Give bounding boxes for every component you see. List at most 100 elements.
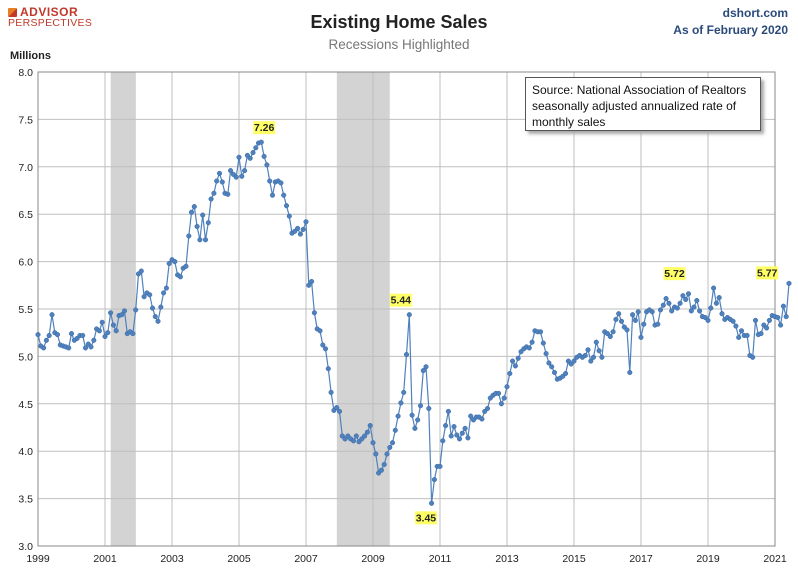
y-tick-label: 4.0 — [18, 446, 33, 458]
brand-line2: PERSPECTIVES — [8, 17, 93, 29]
data-point — [102, 333, 108, 340]
data-point — [744, 332, 750, 339]
data-point — [264, 162, 270, 168]
data-point — [437, 463, 443, 469]
data-point — [778, 322, 784, 328]
data-point — [88, 344, 94, 350]
data-point — [384, 451, 390, 457]
site-info: dshort.com As of February 2020 — [673, 5, 788, 39]
series-points — [35, 139, 792, 506]
data-point — [322, 346, 329, 352]
data-point — [367, 423, 373, 429]
data-point — [496, 390, 502, 396]
data-point — [177, 274, 183, 280]
data-point — [786, 280, 792, 286]
data-point — [593, 339, 599, 345]
data-point — [705, 317, 711, 323]
data-point — [211, 190, 217, 196]
data-point — [551, 369, 558, 376]
data-point — [733, 323, 739, 329]
source-note: Source: National Association of Realtors… — [525, 77, 761, 131]
y-axis-label: Millions — [10, 50, 51, 62]
brand-line1: ADVISOR — [8, 6, 92, 18]
data-point — [96, 328, 102, 334]
data-point — [158, 304, 164, 310]
data-label-bg — [756, 266, 779, 280]
data-point — [197, 237, 203, 243]
data-point — [46, 332, 52, 339]
data-point — [119, 312, 125, 318]
data-point — [549, 364, 555, 370]
chart-title: Existing Home Sales — [310, 12, 488, 32]
data-label: 3.45 — [416, 512, 437, 524]
data-point — [585, 347, 591, 353]
as-of-date: As of February 2020 — [673, 22, 788, 37]
data-point — [498, 401, 504, 407]
data-point — [571, 358, 577, 364]
x-tick-label: 2013 — [495, 553, 519, 565]
data-point — [300, 226, 306, 232]
data-point — [468, 413, 474, 419]
data-point — [381, 461, 387, 468]
plot-border — [37, 71, 776, 547]
data-label-bg — [663, 267, 686, 281]
data-point — [398, 400, 404, 406]
data-point — [334, 405, 340, 411]
brand-logo: ADVISOR PERSPECTIVES — [8, 6, 92, 29]
data-point — [43, 337, 49, 343]
data-point — [694, 297, 700, 304]
data-point — [267, 178, 273, 184]
x-tick-label: 2017 — [629, 553, 653, 565]
data-point — [610, 329, 616, 335]
data-point — [258, 139, 264, 145]
x-tick-label: 1999 — [26, 553, 50, 565]
data-point — [370, 440, 376, 446]
data-point — [306, 282, 312, 288]
data-point — [233, 174, 239, 180]
data-point — [350, 438, 357, 444]
data-point — [208, 196, 214, 202]
data-point — [35, 332, 41, 338]
y-tick-label: 8.0 — [18, 67, 33, 79]
data-point — [297, 231, 303, 237]
data-point — [172, 259, 178, 265]
data-point — [641, 321, 647, 327]
y-tick-label: 6.5 — [18, 209, 33, 221]
data-point — [479, 416, 485, 422]
data-point — [563, 370, 569, 377]
data-point — [161, 290, 167, 296]
y-tick-label: 7.0 — [18, 162, 33, 174]
data-point — [54, 332, 61, 338]
data-label-bg — [414, 511, 437, 525]
data-point — [406, 312, 412, 318]
data-point — [121, 308, 128, 314]
data-point — [719, 311, 725, 317]
y-tick-label: 3.0 — [18, 541, 33, 553]
data-label: 5.72 — [664, 268, 685, 280]
data-point — [317, 328, 323, 334]
data-point — [764, 325, 770, 331]
data-point — [225, 191, 231, 197]
data-point — [311, 310, 317, 316]
data-point — [752, 317, 759, 323]
data-point — [420, 368, 426, 374]
data-point — [515, 355, 521, 361]
series-line — [37, 141, 790, 504]
data-point — [261, 153, 267, 159]
data-point — [149, 305, 156, 311]
data-point — [423, 364, 429, 370]
data-point — [191, 204, 197, 210]
data-label: 5.44 — [391, 295, 412, 307]
data-point — [216, 170, 223, 176]
data-point — [113, 328, 119, 334]
data-point — [247, 155, 253, 161]
data-point — [336, 408, 343, 414]
y-tick-label: 5.5 — [18, 304, 33, 316]
data-point — [440, 438, 446, 444]
data-point — [507, 370, 513, 377]
data-point — [202, 237, 209, 243]
x-tick-label: 2003 — [160, 553, 184, 565]
data-point — [278, 180, 284, 186]
data-point — [389, 440, 396, 446]
data-point — [152, 314, 158, 320]
